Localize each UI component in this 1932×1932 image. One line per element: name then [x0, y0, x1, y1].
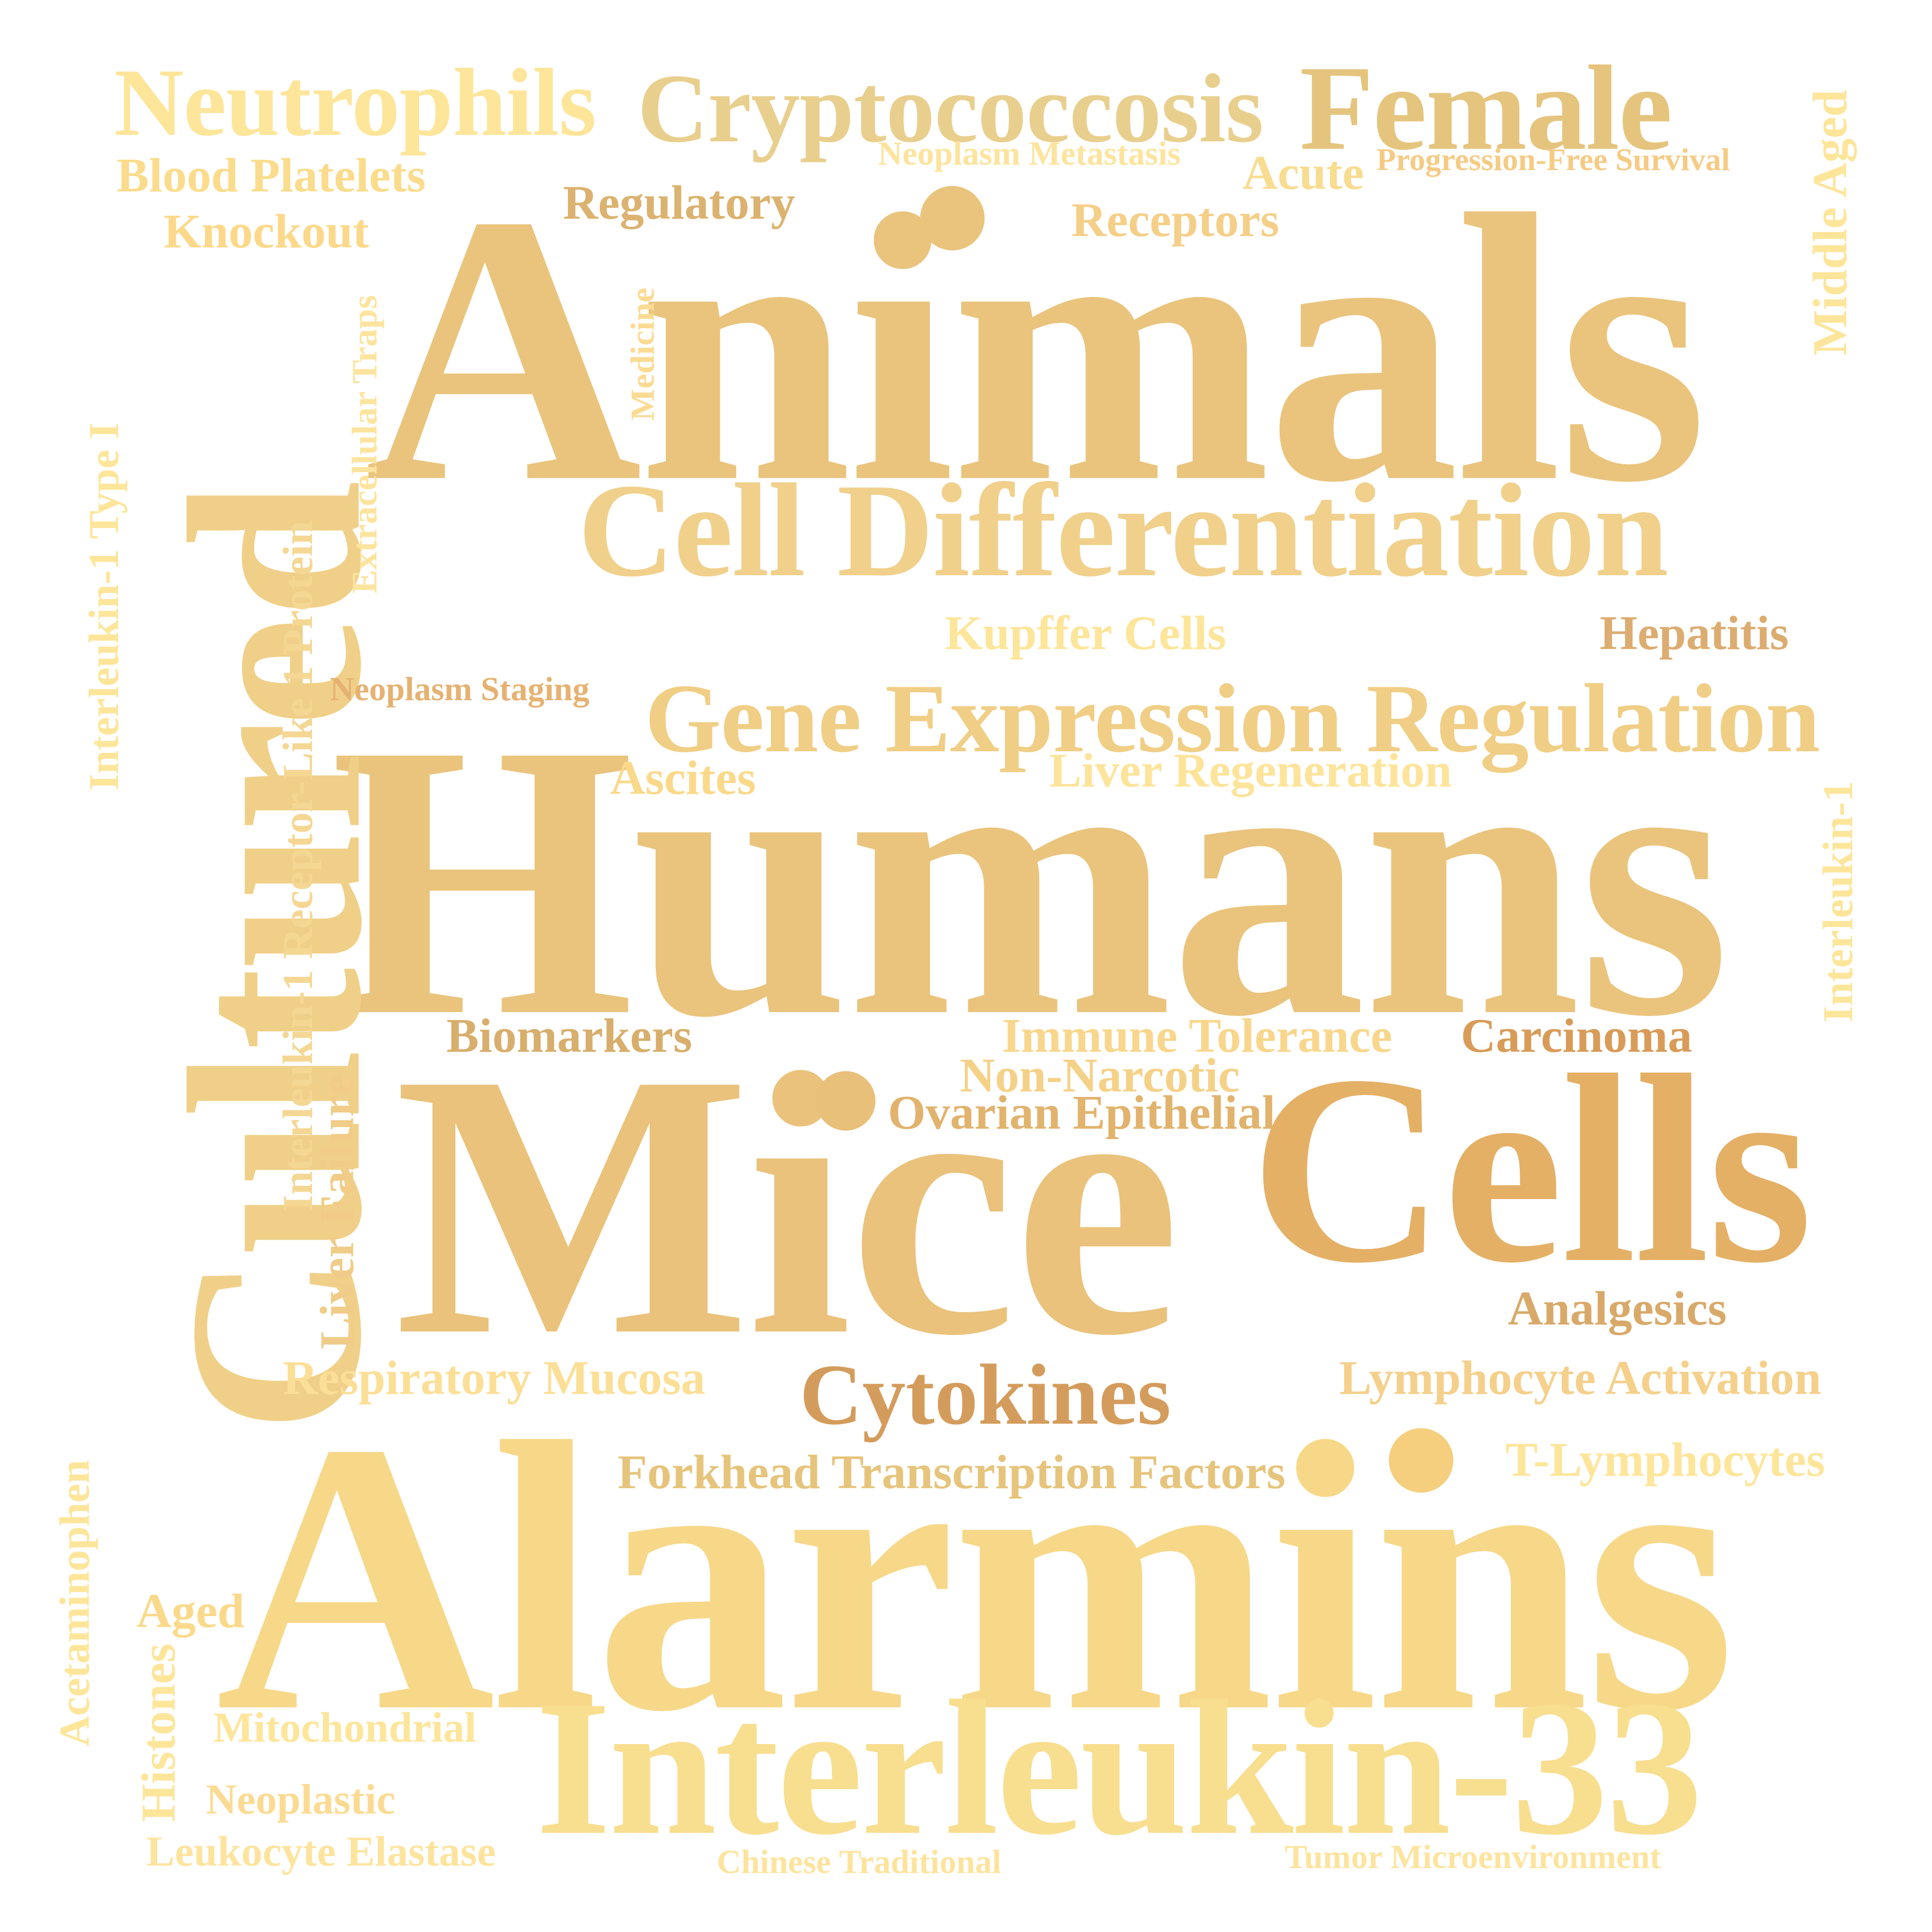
- word-chinese-traditional: Chinese Traditional: [717, 1843, 1001, 1880]
- word-kupffer-cells: Kupffer Cells: [945, 606, 1227, 660]
- word-knockout: Knockout: [164, 205, 369, 258]
- word-liver-failure: Liver Failure: [311, 1074, 364, 1350]
- word-gene-expression-regulation: Gene Expression Regulation: [645, 664, 1820, 773]
- word-neoplasm-staging: Neoplasm Staging: [330, 670, 590, 708]
- word-hepatitis: Hepatitis: [1600, 606, 1789, 660]
- dot-top: [920, 186, 985, 250]
- word-acetaminophen: Acetaminophen: [51, 1459, 98, 1747]
- word-alarmins: Alarmins: [216, 1363, 1736, 1791]
- word-receptors: Receptors: [1071, 193, 1280, 247]
- word-female: Female: [1300, 41, 1673, 175]
- word-humans: Humans: [330, 663, 1731, 1097]
- word-carcinoma: Carcinoma: [1461, 1009, 1692, 1063]
- dot-mid: [816, 1071, 875, 1131]
- word-cell-differentiation: Cell Differentiation: [578, 456, 1669, 604]
- word-biomarkers: Biomarkers: [446, 1009, 692, 1063]
- word-respiratory-mucosa: Respiratory Mucosa: [283, 1351, 705, 1405]
- word-mice: Mice: [394, 996, 1181, 1413]
- word-regulatory: Regulatory: [563, 176, 796, 230]
- word-acute: Acute: [1243, 146, 1364, 200]
- word-mitochondrial: Mitochondrial: [213, 1703, 477, 1751]
- word-progression-free-survival: Progression-Free Survival: [1376, 142, 1730, 177]
- word-analgesics: Analgesics: [1508, 1282, 1727, 1335]
- word-il1-type-i: Interleukin-1 Type I: [80, 422, 127, 791]
- word-neoplastic: Neoplastic: [206, 1775, 396, 1823]
- word-non-narcotic: Non-Narcotic: [960, 1049, 1240, 1102]
- word-cells: Cells: [1250, 1019, 1812, 1319]
- word-aged: Aged: [136, 1584, 245, 1638]
- word-histones: Histones: [132, 1643, 186, 1822]
- word-ascites: Ascites: [610, 751, 756, 805]
- word-liver-regeneration: Liver Regeneration: [1049, 744, 1452, 797]
- word-middle-aged: Middle Aged: [1804, 89, 1857, 356]
- word-lymphocyte-activation: Lymphocyte Activation: [1339, 1351, 1821, 1405]
- word-tumor-microenvironment: Tumor Microenvironment: [1285, 1838, 1661, 1875]
- word-ovarian-epithelial: Ovarian Epithelial: [888, 1086, 1276, 1140]
- word-neoplasm-metastasis: Neoplasm Metastasis: [878, 134, 1181, 172]
- dot-right: [1389, 1428, 1453, 1493]
- word-cryptococcosis: Cryptococcosis: [637, 54, 1264, 163]
- word-interleukin-1: Interleukin-1: [1814, 781, 1862, 1023]
- word-forkhead-transcription-factors: Forkhead Transcription Factors: [618, 1446, 1286, 1499]
- word-neutrophils: Neutrophils: [114, 49, 596, 156]
- word-blood-platelets: Blood Platelets: [117, 149, 426, 202]
- word-extracellular-traps: Extracellular Traps: [345, 295, 384, 594]
- word-animals: Animals: [365, 135, 1708, 561]
- word-interleukin-33: Interleukin-33: [536, 1661, 1703, 1875]
- word-cytokines: Cytokines: [800, 1346, 1171, 1443]
- word-t-lymphocytes: T-Lymphocytes: [1505, 1433, 1825, 1487]
- word-medicine: Medicine: [623, 287, 661, 421]
- word-leukocyte-elastase: Leukocyte Elastase: [146, 1827, 496, 1875]
- word-immune-tolerance: Immune Tolerance: [1002, 1009, 1392, 1063]
